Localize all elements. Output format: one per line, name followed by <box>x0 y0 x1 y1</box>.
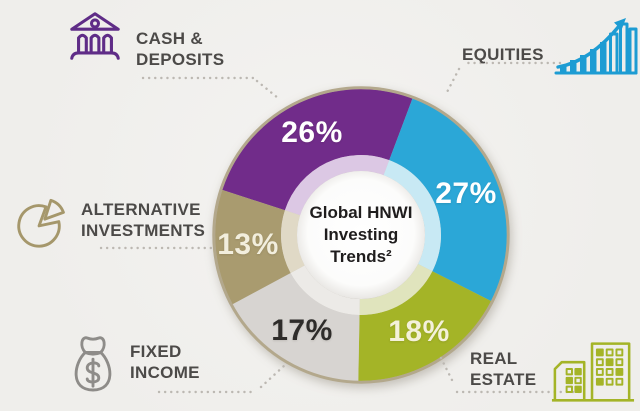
pie-segment-fixed-income <box>232 272 360 381</box>
leader-cash-deposits <box>141 76 280 100</box>
center-title-line3: Trends² <box>330 247 392 267</box>
callout-fixed-line2: INCOME <box>130 363 200 383</box>
callout-equities: EQUITIES <box>462 17 638 75</box>
callout-real-line2: ESTATE <box>470 370 537 390</box>
center-title-line2: Investing <box>323 224 399 244</box>
pie-chart-icon <box>13 196 67 250</box>
equities-growth-chart-icon <box>554 17 638 75</box>
pie-segment-cash-deposits <box>222 89 413 211</box>
segment-percent-equities: 27% <box>435 177 497 210</box>
center-title-line1: Global HNWI <box>309 202 413 222</box>
callout-fixed-income: FIXED INCOME <box>67 328 200 400</box>
segment-percent-fixed-income: 17% <box>271 314 333 347</box>
pie-segment-tint-real-estate <box>359 263 433 316</box>
callout-fixed-line1: FIXED <box>130 342 182 361</box>
pie-segment-tint-cash-deposits <box>284 155 390 216</box>
pie-segment-tint-equities <box>383 160 442 272</box>
callout-real-estate: REAL ESTATE <box>470 337 636 403</box>
leader-fixed-income <box>157 363 287 394</box>
donut-center-circle <box>297 171 425 299</box>
callout-equities-line1: EQUITIES <box>462 45 544 64</box>
donut-outer-ring <box>212 86 510 384</box>
callout-cash-deposits: CASH & DEPOSITS <box>66 10 224 70</box>
pie-segment-tint-alternative-investments <box>281 210 305 273</box>
callout-alt-line1: ALTERNATIVE <box>81 200 201 219</box>
money-bag-icon <box>67 328 119 400</box>
callout-cash-line2: DEPOSITS <box>136 50 225 70</box>
segment-percent-real-estate: 18% <box>388 315 450 348</box>
callout-cash-line1: CASH & <box>136 29 203 48</box>
leader-equities <box>443 61 562 98</box>
pie-segment-alternative-investments <box>215 189 291 305</box>
leader-real-estate <box>439 356 585 394</box>
pie-segment-real-estate <box>358 271 492 381</box>
donut-group <box>212 86 510 384</box>
callout-alt-line2: INVESTMENTS <box>81 221 206 241</box>
segment-percent-alternative-investments: 13% <box>217 228 279 261</box>
buildings-icon <box>550 337 636 403</box>
bank-icon <box>66 10 124 62</box>
callout-alternative-investments: ALTERNATIVE INVESTMENTS <box>13 196 205 250</box>
callout-real-line1: REAL <box>470 349 518 368</box>
pie-segment-tint-fixed-income <box>290 265 360 315</box>
pie-segment-equities <box>389 98 507 302</box>
chart-center-title: Global HNWI Investing Trends² <box>286 202 436 268</box>
segment-percent-cash-deposits: 26% <box>281 116 343 149</box>
